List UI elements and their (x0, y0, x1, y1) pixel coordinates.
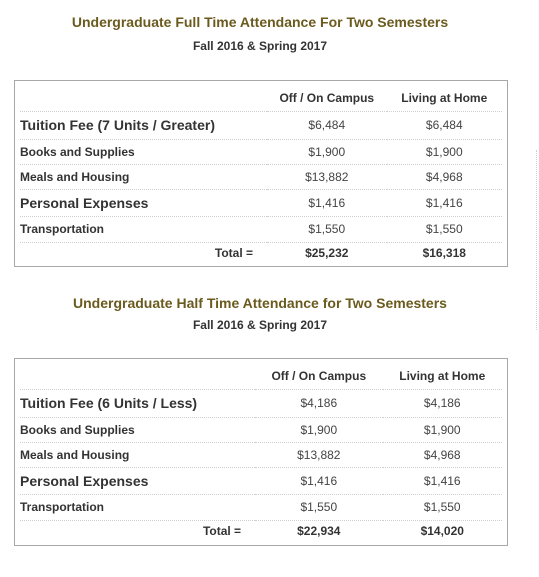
full-time-title: Undergraduate Full Time Attendance For T… (71, 14, 449, 30)
page-divider (536, 150, 537, 330)
table-row: Personal Expenses $1,416 $1,416 (20, 189, 502, 217)
home-value: $4,968 (382, 442, 502, 468)
full-time-subtitle: Fall 2016 & Spring 2017 (192, 39, 328, 53)
total-home-value: $16,318 (422, 246, 466, 261)
home-value: $1,900 (386, 139, 502, 165)
row-label: Books and Supplies (20, 417, 256, 443)
half-time-subtitle: Fall 2016 & Spring 2017 (192, 318, 328, 332)
row-label: Books and Supplies (20, 139, 268, 165)
campus-value: $1,900 (267, 139, 387, 165)
row-label: Personal Expenses (20, 467, 256, 495)
home-value: $1,550 (382, 494, 502, 521)
half-time-title: Undergraduate Half Time Attendance for T… (73, 295, 447, 311)
campus-value: $1,416 (255, 467, 383, 495)
campus-value: $1,550 (267, 216, 387, 243)
table-row: Tuition Fee (7 Units / Greater) $6,484 $… (20, 111, 502, 140)
home-value: $1,550 (386, 216, 502, 243)
home-value: $1,416 (386, 189, 502, 217)
table-row: Tuition Fee (6 Units / Less) $4,186 $4,1… (20, 389, 502, 418)
campus-value: $1,416 (267, 189, 387, 217)
row-label: Tuition Fee (6 Units / Less) (20, 389, 256, 418)
home-value: $1,900 (382, 417, 502, 443)
table-row: Books and Supplies $1,900 $1,900 (20, 139, 502, 165)
table-header-row: Off / On Campus Living at Home (20, 363, 502, 390)
campus-value: $13,882 (267, 164, 387, 190)
row-label: Meals and Housing (20, 164, 268, 190)
table-row: Meals and Housing $13,882 $4,968 (20, 442, 502, 468)
full-time-cost-table: Off / On Campus Living at Home Tuition F… (20, 85, 502, 264)
campus-value: $13,882 (255, 442, 383, 468)
table-header-row: Off / On Campus Living at Home (20, 85, 502, 112)
total-row: Total = $25,232 $16,318 (20, 242, 502, 264)
row-label: Meals and Housing (20, 442, 256, 468)
total-campus-value: $25,232 (305, 246, 349, 261)
row-label: Personal Expenses (20, 189, 268, 217)
campus-value: $4,186 (255, 389, 383, 418)
table-row: Books and Supplies $1,900 $1,900 (20, 417, 502, 443)
total-label: Total = (214, 246, 254, 261)
table-row: Transportation $1,550 $1,550 (20, 494, 502, 521)
campus-value: $1,900 (255, 417, 383, 443)
campus-value: $1,550 (255, 494, 383, 521)
home-value: $4,186 (382, 389, 502, 418)
row-label: Transportation (20, 494, 256, 521)
total-campus-value: $22,934 (297, 524, 341, 539)
column-header-campus: Off / On Campus (267, 85, 387, 112)
campus-value: $6,484 (267, 111, 387, 140)
total-label: Total = (202, 524, 242, 539)
home-value: $1,416 (382, 467, 502, 495)
home-value: $6,484 (386, 111, 502, 140)
half-time-cost-box: Off / On Campus Living at Home Tuition F… (14, 358, 508, 546)
table-row: Transportation $1,550 $1,550 (20, 216, 502, 243)
column-header-item (20, 85, 268, 112)
table-row: Meals and Housing $13,882 $4,968 (20, 164, 502, 190)
column-header-home: Living at Home (382, 363, 502, 390)
total-row: Total = $22,934 $14,020 (20, 520, 502, 542)
full-time-cost-box: Off / On Campus Living at Home Tuition F… (14, 80, 508, 267)
row-label: Transportation (20, 216, 268, 243)
total-home-value: $14,020 (420, 524, 464, 539)
table-row: Personal Expenses $1,416 $1,416 (20, 467, 502, 495)
home-value: $4,968 (386, 164, 502, 190)
column-header-campus: Off / On Campus (255, 363, 383, 390)
column-header-item (20, 363, 256, 390)
row-label: Tuition Fee (7 Units / Greater) (20, 111, 268, 140)
column-header-home: Living at Home (386, 85, 502, 112)
half-time-cost-table: Off / On Campus Living at Home Tuition F… (20, 363, 502, 542)
